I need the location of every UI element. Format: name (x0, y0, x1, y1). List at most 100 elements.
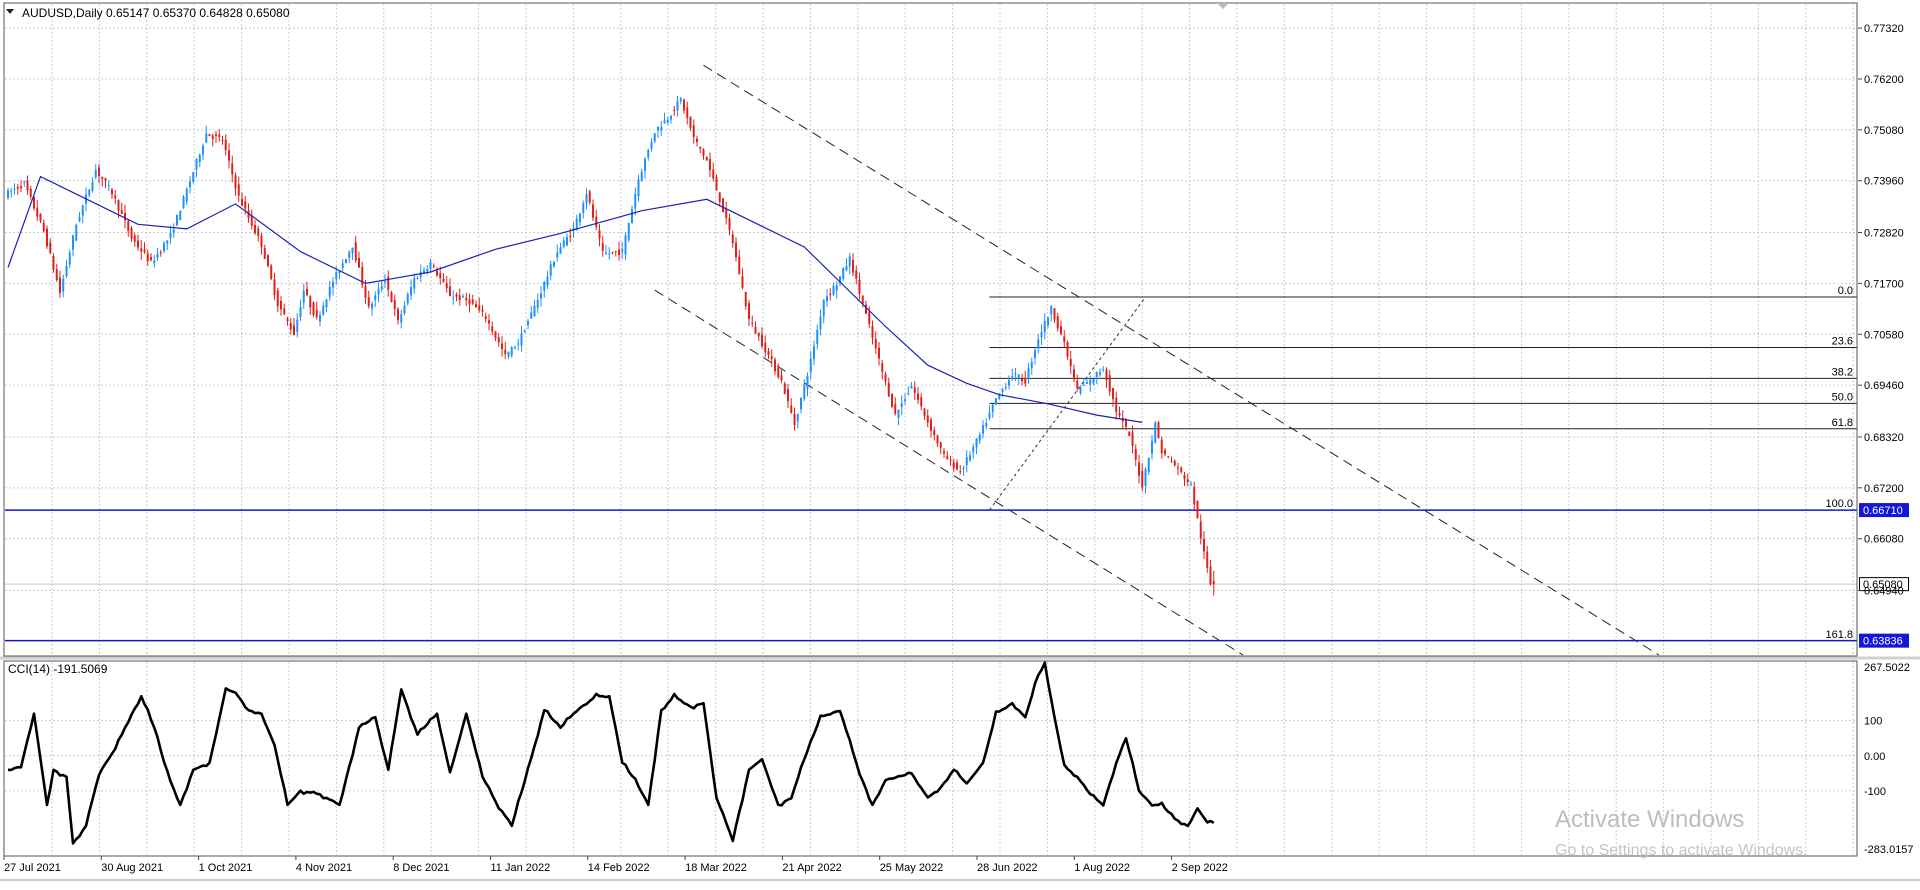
candle (751, 315, 754, 328)
price-axis-label: 0.68320 (1864, 432, 1904, 444)
triangle-down-icon[interactable] (6, 9, 14, 14)
candle-body (553, 262, 555, 267)
trend-channel-upper (703, 64, 1660, 656)
candle-body (150, 257, 152, 261)
candle (13, 183, 16, 195)
date-axis-label: 14 Feb 2022 (588, 862, 650, 874)
candle-body (751, 322, 754, 324)
candle-body (510, 347, 513, 356)
candle (761, 327, 763, 349)
candle (189, 176, 191, 194)
candle-body (299, 307, 302, 318)
candle-body (296, 319, 299, 333)
candle-body (627, 223, 630, 240)
candle (465, 292, 468, 306)
candle-body (1069, 358, 1072, 366)
candle (874, 331, 877, 354)
candle-body (273, 279, 276, 296)
candle (868, 305, 871, 329)
candle (270, 264, 273, 280)
price-axis-label: 0.73960 (1864, 176, 1904, 188)
candle-body (783, 383, 786, 394)
triangle-marker-icon[interactable] (1217, 3, 1229, 9)
candle (33, 195, 35, 211)
candle (101, 176, 104, 187)
candle (1173, 459, 1176, 467)
candle-body (88, 189, 91, 196)
candle-body (1112, 388, 1114, 400)
candle-body (309, 296, 312, 308)
candle-body (1203, 538, 1205, 552)
candle-body (998, 393, 1001, 399)
candle (523, 329, 526, 333)
candle (94, 164, 97, 180)
candle-body (439, 272, 442, 279)
candle-body (429, 262, 432, 269)
candle (527, 318, 529, 330)
candle (699, 146, 702, 154)
moving-average-line (7, 175, 1143, 423)
candle-body (501, 343, 503, 349)
candle-body (800, 398, 802, 410)
candle-body (1089, 379, 1092, 385)
candle-body (829, 293, 832, 295)
candle (709, 152, 711, 177)
candle-body (536, 299, 539, 308)
candle (400, 309, 403, 329)
candle (436, 267, 438, 278)
candle (260, 233, 263, 255)
candle-body (270, 265, 273, 279)
candle-body (644, 158, 646, 171)
candle-body (1053, 308, 1056, 320)
date-axis-label: 11 Jan 2022 (491, 862, 551, 874)
candle (72, 234, 74, 257)
candle-body (936, 435, 939, 444)
date-axis-label: 28 Jun 2022 (977, 862, 1038, 874)
price-axis-label: 0.77320 (1864, 23, 1904, 35)
level-price-tag (1859, 503, 1909, 518)
candle-body (962, 467, 965, 469)
candle (621, 241, 624, 260)
candle-body (221, 139, 224, 141)
candle (107, 180, 110, 191)
candle-body (283, 308, 286, 315)
candle-body (894, 403, 897, 414)
candle (1089, 375, 1092, 392)
candle-body (390, 292, 393, 303)
price-axis-label: 0.67200 (1864, 483, 1904, 495)
candle (738, 249, 741, 275)
candle-body (540, 293, 542, 299)
candle (432, 263, 435, 269)
candle-body (1190, 483, 1192, 485)
candle (913, 381, 916, 400)
candle (1073, 364, 1075, 383)
candle (829, 288, 832, 301)
candle (767, 347, 770, 360)
trend-channel-lower (654, 289, 1244, 656)
candle-body (1131, 432, 1134, 446)
current-price-label: 0.65080 (1863, 579, 1903, 591)
candle (969, 451, 971, 463)
candle (852, 253, 854, 277)
candle (429, 258, 432, 273)
candle (442, 273, 445, 283)
candle (592, 199, 594, 221)
candle (790, 398, 793, 414)
candle-body (36, 207, 39, 217)
candle-body (49, 242, 52, 253)
price-axis-label: 0.76200 (1864, 74, 1904, 86)
candle-body (436, 270, 438, 276)
candle (553, 260, 555, 268)
candle (748, 299, 750, 326)
candle (1112, 387, 1114, 407)
candle-body (120, 210, 123, 215)
candle (257, 225, 260, 242)
candle-body (608, 253, 611, 255)
candle (137, 234, 139, 251)
candle (150, 253, 152, 262)
cci-line (7, 661, 1215, 845)
candle-body (354, 242, 357, 261)
candle-body (673, 110, 676, 112)
